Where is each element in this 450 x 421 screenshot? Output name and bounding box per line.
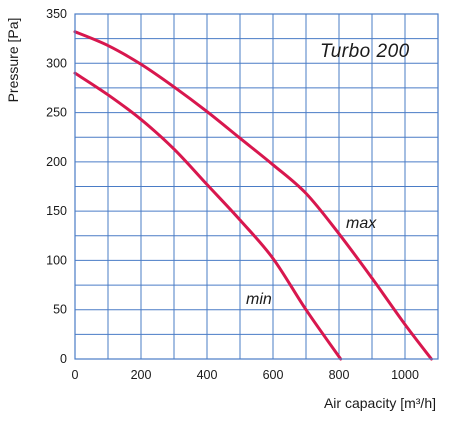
- x-tick-label: 1000: [391, 368, 419, 382]
- chart-title: Turbo 200: [320, 41, 410, 62]
- grid: [74, 13, 439, 360]
- y-tick-label: 150: [46, 204, 67, 218]
- y-tick-label: 50: [53, 303, 67, 317]
- y-tick-label: 350: [46, 7, 67, 21]
- tick-labels: 0 200 400 600 800 1000 0 50 100 150 200 250 300 350: [46, 7, 419, 382]
- y-tick-label: 250: [46, 106, 67, 120]
- x-tick-label: 800: [329, 368, 350, 382]
- y-tick-label: 100: [46, 253, 67, 267]
- plot-frame: [74, 13, 439, 360]
- y-axis-title: Pressure [Pa]: [5, 18, 21, 103]
- series-lines: [73, 30, 433, 361]
- y-tick-label: 300: [46, 56, 67, 70]
- x-axis-title: Air capacity [m³/h]: [324, 395, 436, 411]
- y-tick-label: 200: [46, 155, 67, 169]
- x-tick-label: 200: [131, 368, 152, 382]
- x-tick-label: 400: [197, 368, 218, 382]
- x-tick-label: 0: [72, 368, 79, 382]
- series-line-min: [73, 71, 343, 361]
- x-tick-label: 600: [263, 368, 284, 382]
- series-label-min: min: [246, 291, 272, 308]
- y-tick-label: 0: [60, 352, 67, 366]
- series-label-max: max: [346, 215, 377, 232]
- series-line-max: [73, 30, 433, 361]
